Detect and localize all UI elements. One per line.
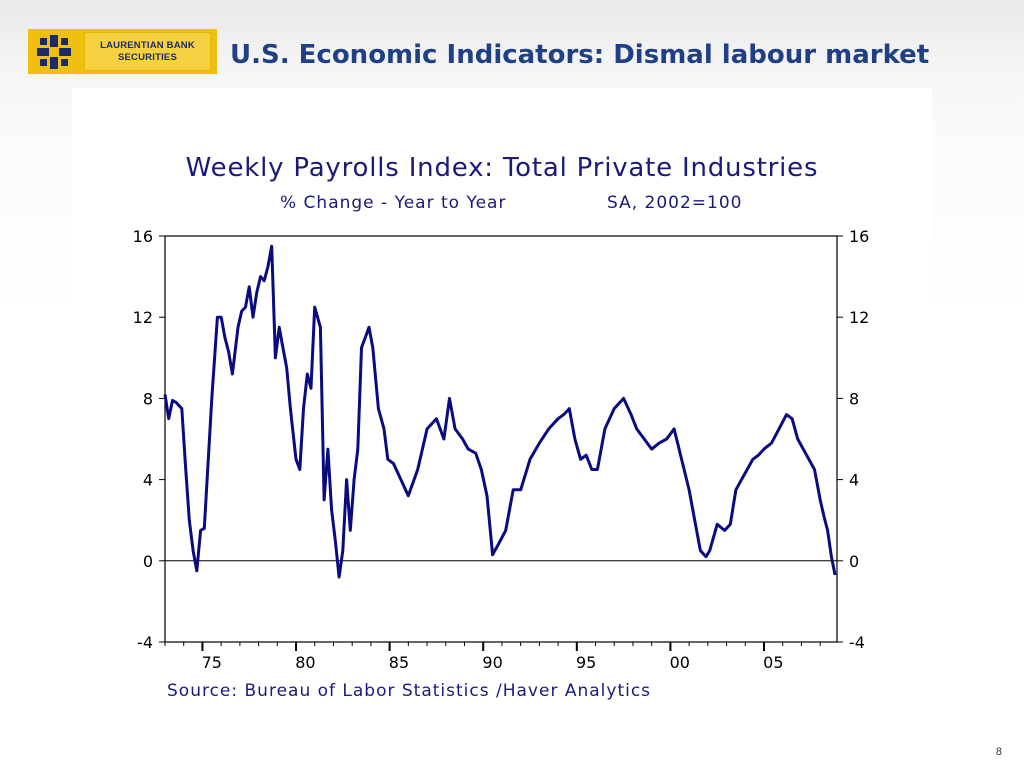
y-tick-label-left: 12 <box>133 308 153 327</box>
y-tick-label-left: 16 <box>133 227 153 246</box>
y-tick-label-right: 12 <box>849 308 869 327</box>
x-tick-label: 95 <box>576 653 596 672</box>
chart-title: Weekly Payrolls Index: Total Private Ind… <box>186 153 819 183</box>
y-tick-label-right: 4 <box>849 471 859 490</box>
series-line-payrolls <box>163 244 837 579</box>
x-tick-label: 90 <box>482 653 502 672</box>
x-tick-label: 80 <box>295 653 315 672</box>
y-tick-label-right: 8 <box>849 389 859 408</box>
source-note: Source: Bureau of Labor Statistics /Have… <box>167 681 651 700</box>
page-number: 8 <box>995 746 1002 758</box>
plot-frame <box>164 235 838 643</box>
slide-title: U.S. Economic Indicators: Dismal labour … <box>230 40 930 70</box>
y-tick-label-left: 0 <box>143 552 153 571</box>
logo-emblem-icon <box>28 29 80 74</box>
chart-subtitle-right: SA, 2002=100 <box>607 193 743 213</box>
logo-line-2: SECURITIES <box>117 51 177 63</box>
y-tick-label-right: 0 <box>849 552 859 571</box>
y-tick-label-left: 4 <box>143 471 153 490</box>
payrolls-chart: Weekly Payrolls Index: Total Private Ind… <box>133 153 870 700</box>
x-tick-label: 05 <box>763 653 783 672</box>
y-tick-label-right: 16 <box>849 227 869 246</box>
chart-panel: Weekly Payrolls Index: Total Private Ind… <box>72 88 932 700</box>
x-tick-label: 00 <box>670 653 690 672</box>
x-tick-label: 85 <box>389 653 409 672</box>
logo-line-1: LAURENTIAN BANK <box>100 39 195 51</box>
logo: LAURENTIAN BANK SECURITIES <box>28 29 217 74</box>
y-tick-label-left: -4 <box>137 633 153 652</box>
y-tick-label-left: 8 <box>143 389 153 408</box>
y-tick-label-right: -4 <box>849 633 865 652</box>
x-tick-label: 75 <box>202 653 222 672</box>
chart-subtitle-left: % Change - Year to Year <box>280 193 506 213</box>
logo-wordmark: LAURENTIAN BANK SECURITIES <box>84 32 211 71</box>
